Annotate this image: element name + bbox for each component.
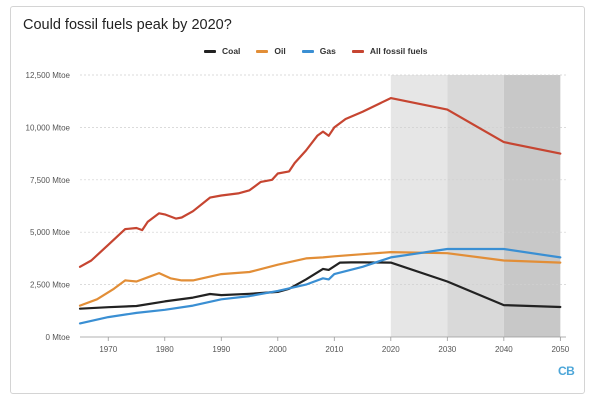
legend-item-all-fossil-fuels: All fossil fuels xyxy=(351,46,428,56)
chart-plot-area: 0 Mtoe 2,500 Mtoe 5,000 Mtoe 7,500 Mtoe 10,0… xyxy=(26,71,570,354)
projection-shade-2020-2030 xyxy=(390,75,448,337)
legend-swatch-all-fossil-fuels xyxy=(351,49,364,53)
legend-item-gas: Gas xyxy=(301,46,336,56)
y-tick-label-10000: 10,000 Mtoe xyxy=(26,123,71,132)
x-tick-label-2040: 2040 xyxy=(495,345,513,354)
y-tick-label-2500: 2,500 Mtoe xyxy=(30,281,71,290)
legend-label-oil: Oil xyxy=(274,46,286,56)
x-tick-label-2030: 2030 xyxy=(438,345,456,354)
y-tick-label-12500: 12,500 Mtoe xyxy=(26,71,71,80)
series-line-gas xyxy=(78,247,562,325)
legend-item-coal: Coal xyxy=(204,46,240,56)
x-tick-label-2020: 2020 xyxy=(382,345,400,354)
legend-swatch-coal xyxy=(204,49,216,53)
x-tick-label-1970: 1970 xyxy=(99,345,117,354)
y-tick-label-0: 0 Mtoe xyxy=(46,333,71,342)
series-line-coal xyxy=(78,261,562,310)
series-line-all-fossil-fuels xyxy=(78,97,562,268)
legend-swatch-gas xyxy=(301,49,314,53)
x-tick-label-1980: 1980 xyxy=(156,345,174,354)
legend: Coal Oil Gas All fossil fuels xyxy=(204,46,443,56)
legend-label-gas: Gas xyxy=(319,46,336,56)
projection-shade-2040-2050 xyxy=(503,75,561,337)
x-tick-label-2000: 2000 xyxy=(269,345,287,354)
chart-title: Could fossil fuels peak by 2020? xyxy=(23,17,232,33)
legend-swatch-oil xyxy=(256,49,269,53)
chart-card: Could fossil fuels peak by 2020? Coal Oi… xyxy=(10,6,585,394)
x-tick-label-1990: 1990 xyxy=(212,345,230,354)
legend-label-coal: Coal xyxy=(222,46,241,56)
brand-logo: CB xyxy=(558,364,575,378)
y-tick-label-5000: 5,000 Mtoe xyxy=(30,228,71,237)
legend-label-all-fossil-fuels: All fossil fuels xyxy=(369,46,428,56)
x-tick-label-2010: 2010 xyxy=(325,345,343,354)
x-tick-label-2050: 2050 xyxy=(551,345,569,354)
series-line-oil xyxy=(78,251,562,307)
y-tick-label-7500: 7,500 Mtoe xyxy=(30,176,71,185)
legend-item-oil: Oil xyxy=(256,46,286,56)
